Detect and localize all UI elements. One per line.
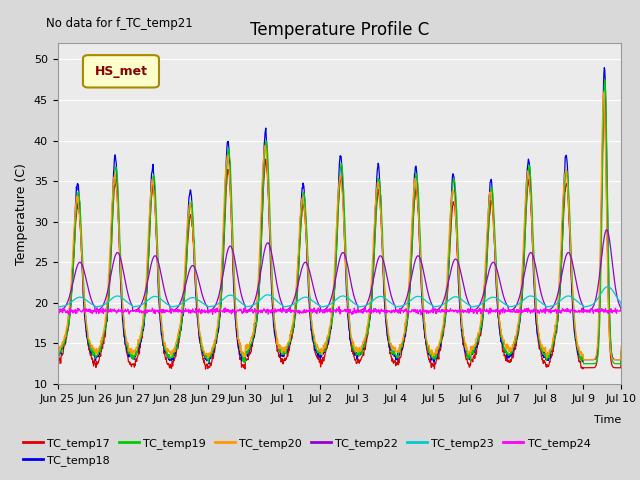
- TC_temp17: [54, 358, 61, 363]
- TC_temp18: [54, 352, 61, 358]
- TC_temp22: [342, 257, 350, 263]
- TC_temp17: [588, 365, 596, 371]
- TC_temp20: [588, 357, 596, 362]
- TC_temp19: [54, 356, 61, 361]
- TC_temp23: [148, 295, 156, 300]
- TC_temp22: [588, 306, 596, 312]
- TC_temp17: [343, 286, 351, 292]
- Text: Time: Time: [593, 415, 621, 425]
- Line: TC_temp18: TC_temp18: [58, 68, 640, 364]
- TC_temp17: [500, 353, 508, 359]
- TC_temp23: [588, 302, 596, 308]
- Text: No data for f_TC_temp21: No data for f_TC_temp21: [46, 17, 193, 30]
- Line: TC_temp24: TC_temp24: [58, 307, 640, 315]
- TC_temp19: [588, 361, 596, 367]
- TC_temp22: [148, 260, 156, 266]
- TC_temp19: [580, 361, 588, 367]
- TC_temp20: [332, 254, 339, 260]
- TC_temp18: [332, 266, 339, 272]
- TC_temp24: [148, 309, 156, 314]
- TC_temp17: [202, 366, 209, 372]
- TC_temp18: [600, 65, 608, 71]
- TC_temp24: [589, 308, 596, 314]
- TC_temp17: [148, 193, 156, 199]
- TC_temp18: [588, 357, 596, 362]
- TC_temp20: [500, 338, 508, 344]
- TC_temp18: [343, 296, 351, 301]
- TC_temp22: [500, 294, 508, 300]
- Line: TC_temp17: TC_temp17: [58, 100, 640, 369]
- TC_temp19: [500, 344, 508, 349]
- TC_temp19: [601, 77, 609, 83]
- TC_temp19: [148, 190, 156, 195]
- TC_temp19: [342, 261, 350, 266]
- TC_temp20: [580, 357, 588, 362]
- TC_temp23: [500, 300, 508, 306]
- TC_temp18: [148, 171, 156, 177]
- TC_temp22: [603, 227, 611, 233]
- TC_temp23: [604, 284, 612, 289]
- TC_temp24: [335, 304, 343, 310]
- Line: TC_temp22: TC_temp22: [58, 230, 640, 311]
- TC_temp23: [332, 298, 339, 303]
- TC_temp23: [342, 294, 350, 300]
- Line: TC_temp20: TC_temp20: [58, 92, 640, 360]
- Text: HS_met: HS_met: [95, 65, 147, 78]
- Line: TC_temp23: TC_temp23: [58, 287, 640, 307]
- Legend: TC_temp17, TC_temp18, TC_temp19, TC_temp20, TC_temp22, TC_temp23, TC_temp24: TC_temp17, TC_temp18, TC_temp19, TC_temp…: [18, 434, 595, 470]
- TC_temp24: [332, 308, 339, 313]
- TC_temp17: [332, 271, 339, 277]
- Title: Temperature Profile C: Temperature Profile C: [250, 21, 429, 39]
- TC_temp22: [54, 308, 61, 313]
- TC_temp24: [500, 310, 508, 316]
- TC_temp17: [600, 97, 608, 103]
- FancyBboxPatch shape: [83, 55, 159, 87]
- TC_temp20: [148, 181, 156, 187]
- TC_temp18: [205, 361, 213, 367]
- TC_temp18: [500, 346, 508, 351]
- TC_temp20: [54, 348, 61, 354]
- TC_temp20: [342, 277, 350, 283]
- TC_temp24: [343, 309, 351, 314]
- TC_temp22: [618, 308, 625, 314]
- TC_temp24: [417, 312, 424, 318]
- Line: TC_temp19: TC_temp19: [58, 80, 640, 364]
- TC_temp23: [54, 304, 61, 310]
- TC_temp24: [54, 308, 61, 313]
- TC_temp23: [618, 304, 625, 310]
- TC_temp20: [600, 89, 607, 95]
- TC_temp19: [332, 280, 339, 286]
- TC_temp22: [332, 278, 339, 284]
- Y-axis label: Temperature (C): Temperature (C): [15, 163, 28, 264]
